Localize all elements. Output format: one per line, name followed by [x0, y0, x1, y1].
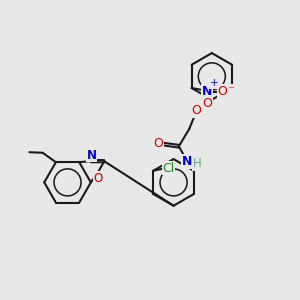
Text: O: O: [93, 172, 102, 184]
Text: O: O: [192, 104, 202, 117]
Text: N: N: [182, 155, 192, 168]
Text: ⁻: ⁻: [228, 84, 235, 97]
Text: N: N: [202, 85, 212, 98]
Text: H: H: [193, 158, 202, 170]
Text: O: O: [202, 98, 212, 110]
Text: O: O: [153, 137, 163, 150]
Text: O: O: [217, 85, 227, 98]
Text: N: N: [87, 149, 97, 162]
Text: +: +: [210, 78, 219, 88]
Text: Cl: Cl: [163, 162, 175, 175]
